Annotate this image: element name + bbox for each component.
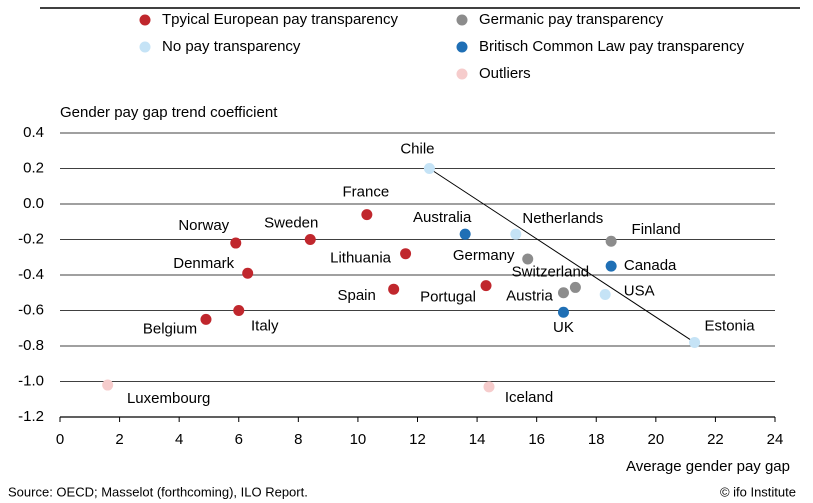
y-tick-label: -0.2 xyxy=(18,230,44,247)
point-label: Germany xyxy=(453,247,515,264)
point-label: Finland xyxy=(632,221,681,238)
point-label: Austria xyxy=(506,288,553,305)
legend-marker xyxy=(456,68,468,80)
y-tick-label: 0.4 xyxy=(23,124,44,141)
legend-marker xyxy=(456,14,468,26)
point-label: Norway xyxy=(178,217,229,234)
legend-label: No pay transparency xyxy=(162,38,301,55)
point xyxy=(605,260,617,272)
y-tick-label: 0.2 xyxy=(23,159,44,176)
point-label: Sweden xyxy=(264,214,318,231)
point-label: Italy xyxy=(251,317,279,334)
point xyxy=(304,234,316,245)
y-tick-label: -0.6 xyxy=(18,301,44,318)
point xyxy=(480,280,492,292)
legend-label: Outliers xyxy=(479,65,531,82)
point xyxy=(388,283,400,295)
x-tick-label: 2 xyxy=(115,431,123,448)
x-tick-label: 12 xyxy=(409,431,426,448)
point-label: USA xyxy=(624,282,655,299)
x-tick-label: 16 xyxy=(528,431,545,448)
x-axis-label: Average gender pay gap xyxy=(626,458,790,475)
legend-label: Germanic pay transparency xyxy=(479,11,664,28)
credit: © ifo Institute xyxy=(720,484,796,499)
x-tick-label: 24 xyxy=(767,431,784,448)
point xyxy=(510,228,522,240)
source: Source: OECD; Masselot (forthcoming), IL… xyxy=(8,484,308,499)
point xyxy=(361,209,373,221)
point xyxy=(230,237,242,249)
x-tick-label: 22 xyxy=(707,431,724,448)
y-tick-label: -1.0 xyxy=(18,372,44,389)
legend-marker xyxy=(139,14,151,26)
x-tick-label: 14 xyxy=(469,431,486,448)
x-tick-label: 0 xyxy=(56,431,64,448)
y-axis-label: Gender pay gap trend coefficient xyxy=(60,104,278,121)
x-tick-label: 10 xyxy=(350,431,367,448)
point xyxy=(200,313,212,325)
point xyxy=(599,289,611,301)
point xyxy=(605,235,617,247)
point xyxy=(569,281,581,293)
point xyxy=(423,163,435,174)
point xyxy=(242,267,254,279)
point-label: Belgium xyxy=(143,320,197,337)
y-tick-label: -0.8 xyxy=(18,337,44,354)
y-tick-label: 0.0 xyxy=(23,195,44,212)
point xyxy=(400,248,412,260)
point-label: UK xyxy=(553,319,574,336)
point-label: Luxembourg xyxy=(127,390,210,407)
legend-marker xyxy=(139,41,151,53)
point-label: Denmark xyxy=(173,255,234,272)
point-label: Estonia xyxy=(705,317,756,334)
point-label: Netherlands xyxy=(522,210,603,227)
point-label: Lithuania xyxy=(330,250,392,267)
x-tick-label: 8 xyxy=(294,431,302,448)
legend-label: Britisch Common Law pay transparency xyxy=(479,38,745,55)
point xyxy=(102,379,114,391)
y-tick-label: -1.2 xyxy=(18,408,44,425)
point xyxy=(689,336,701,348)
point-label: Iceland xyxy=(505,389,553,406)
point xyxy=(459,228,471,240)
point-label: Spain xyxy=(337,287,375,304)
point xyxy=(557,306,569,318)
x-tick-label: 18 xyxy=(588,431,605,448)
point-label: Portugal xyxy=(420,289,476,306)
legend-label: Tpyical European pay transparency xyxy=(162,11,398,28)
x-tick-label: 6 xyxy=(235,431,243,448)
point xyxy=(522,253,534,265)
point xyxy=(557,287,569,299)
x-tick-label: 20 xyxy=(647,431,664,448)
point-label: France xyxy=(343,184,390,201)
legend-marker xyxy=(456,41,468,53)
y-tick-label: -0.4 xyxy=(18,266,44,283)
trend-line xyxy=(429,168,695,343)
point xyxy=(483,381,495,393)
point-label: Switzerland xyxy=(512,263,590,280)
point-label: Chile xyxy=(400,140,434,157)
point xyxy=(233,305,245,316)
point-label: Australia xyxy=(413,209,472,226)
point-label: Canada xyxy=(624,257,677,274)
x-tick-label: 4 xyxy=(175,431,183,448)
